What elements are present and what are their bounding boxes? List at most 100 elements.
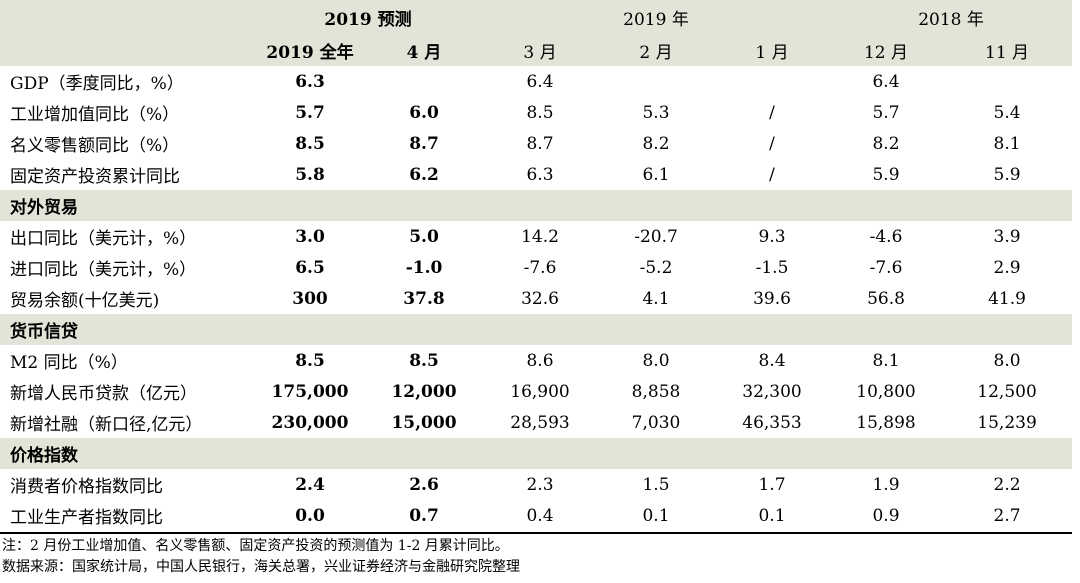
table-cell: 14.2 (521, 226, 559, 247)
table-cell: 6.3 (295, 71, 325, 92)
table-cell: 2.9 (993, 257, 1021, 278)
section-title: 对外贸易 (0, 190, 1073, 221)
table-cell: 5.9 (993, 164, 1021, 185)
table-cell: 8.7 (526, 133, 554, 154)
table-cell (598, 66, 714, 97)
table-row: 出口同比（美元计，%） 3.0 5.0 14.2 -20.7 9.3 -4.6 3.9 (0, 221, 1072, 252)
header-2019-group: 2019 年 (482, 0, 831, 34)
table-cell: 3.9 (993, 226, 1021, 247)
table-cell: 8.5 (409, 350, 439, 371)
table-cell: 6.0 (409, 102, 439, 123)
table-cell (366, 66, 482, 97)
table-cell: 5.7 (295, 102, 325, 123)
table-cell: 6.5 (295, 257, 325, 278)
table-cell: 0.4 (526, 505, 554, 526)
table-cell (714, 66, 830, 97)
table-cell: 4.1 (642, 288, 670, 309)
table-cell: 12,500 (977, 381, 1037, 402)
table-cell: 8.2 (642, 133, 670, 154)
source-text: 数据来源：国家统计局，中国人民银行，海关总署，兴业证券经济与金融研究院整理 (2, 559, 520, 575)
table-row: 进口同比（美元计，%） 6.5 -1.0 -7.6 -5.2 -1.5 -7.6 2.9 (0, 252, 1072, 283)
table-cell: 5.9 (872, 164, 900, 185)
header-col: 2 月 (598, 34, 715, 66)
table-cell: 175,000 (271, 381, 349, 402)
row-label: 贸易余额(十亿美元) (10, 291, 160, 311)
table-cell: 6.4 (526, 71, 554, 92)
table-cell: 1.9 (872, 474, 900, 495)
table-cell: 8.2 (872, 133, 900, 154)
table-cell: 5.8 (295, 164, 325, 185)
table-cell: 28,593 (510, 412, 570, 433)
header-col: 12 月 (830, 34, 943, 66)
table-cell: 8.1 (872, 350, 900, 371)
table-cell: -4.6 (869, 226, 903, 247)
row-label: 工业增加值同比（%） (10, 105, 180, 125)
table-cell: / (769, 164, 775, 185)
table-cell: 39.6 (753, 288, 791, 309)
section-title: 货币信贷 (0, 314, 1073, 345)
table-cell: 0.1 (642, 505, 670, 526)
header-blank (0, 0, 254, 34)
table-cell: 15,898 (856, 412, 916, 433)
table-cell: 8.6 (526, 350, 554, 371)
table-cell: 56.8 (867, 288, 905, 309)
table-row: 消费者价格指数同比 2.4 2.6 2.3 1.5 1.7 1.9 2.2 (0, 469, 1072, 500)
table-cell: 2.3 (526, 474, 554, 495)
table-cell: -7.6 (523, 257, 557, 278)
header-row-groups: 2019 预测 2019 年 2018 年 (0, 0, 1073, 34)
table-row: 固定资产投资累计同比 5.8 6.2 6.3 6.1 / 5.9 5.9 (0, 159, 1072, 190)
table-cell: 6.3 (526, 164, 554, 185)
macro-data-table: 2019 预测 2019 年 2018 年 2019 全年 4 月 3 月 2 … (0, 0, 1073, 528)
table-cell: 5.4 (993, 102, 1021, 123)
table-cell: 8.4 (758, 350, 786, 371)
table-cell (942, 66, 1072, 97)
table-cell: 5.0 (409, 226, 439, 247)
table-cell: 7,030 (631, 412, 681, 433)
table-row: 工业增加值同比（%） 5.7 6.0 8.5 5.3 / 5.7 5.4 (0, 97, 1072, 128)
header-forecast-group: 2019 预测 (254, 0, 483, 34)
table-cell: / (769, 102, 775, 123)
row-label: GDP（季度同比，%） (10, 74, 184, 94)
table-cell: -20.7 (634, 226, 678, 247)
table-cell: 3.0 (295, 226, 325, 247)
header-blank (0, 34, 254, 66)
table-row: 新增人民币贷款（亿元） 175,000 12,000 16,900 8,858 32,30… (0, 376, 1072, 407)
row-label: 固定资产投资累计同比 (10, 167, 180, 187)
table-cell: 6.4 (872, 71, 900, 92)
table-cell: 8,858 (631, 381, 681, 402)
table-cell: 41.9 (988, 288, 1026, 309)
table-cell: 8.0 (993, 350, 1021, 371)
table-cell: 37.8 (403, 288, 445, 309)
row-label: 消费者价格指数同比 (10, 477, 163, 497)
table-cell: 2.6 (409, 474, 439, 495)
row-label: 进口同比（美元计，%） (10, 260, 197, 280)
table-cell: 2.4 (295, 474, 325, 495)
section-header-row: 价格指数 (0, 438, 1073, 469)
table-cell: 9.3 (758, 226, 786, 247)
row-label: 新增社融（新口径,亿元） (10, 415, 203, 435)
table-cell: -7.6 (869, 257, 903, 278)
table-cell: 6.1 (642, 164, 670, 185)
header-row-months: 2019 全年 4 月 3 月 2 月 1 月 12 月 11 月 (0, 34, 1073, 66)
table-cell: 0.9 (872, 505, 900, 526)
table-cell: 6.2 (409, 164, 439, 185)
table-cell: 8.5 (295, 350, 325, 371)
table-cell: 0.7 (409, 505, 439, 526)
table-cell: -5.2 (639, 257, 673, 278)
table-cell: 8.5 (295, 133, 325, 154)
table-cell: 12,000 (391, 381, 457, 402)
header-2018-group: 2018 年 (830, 0, 1073, 34)
table-cell: 2.2 (993, 474, 1021, 495)
note-text: 注：2 月份工业增加值、名义零售额、固定资产投资的预测值为 1-2 月累计同比。 (2, 538, 509, 554)
table-cell: 8.7 (409, 133, 439, 154)
section-header-row: 货币信贷 (0, 314, 1073, 345)
section-header-row: 对外贸易 (0, 190, 1073, 221)
table-cell: 1.5 (642, 474, 670, 495)
header-col: 1 月 (714, 34, 831, 66)
row-label: 工业生产者指数同比 (10, 508, 163, 528)
row-label: 名义零售额同比（%） (10, 136, 180, 156)
table-cell: 0.1 (758, 505, 786, 526)
section-title: 价格指数 (0, 438, 1073, 469)
table-cell: 0.0 (295, 505, 325, 526)
table-cell: 10,800 (856, 381, 916, 402)
